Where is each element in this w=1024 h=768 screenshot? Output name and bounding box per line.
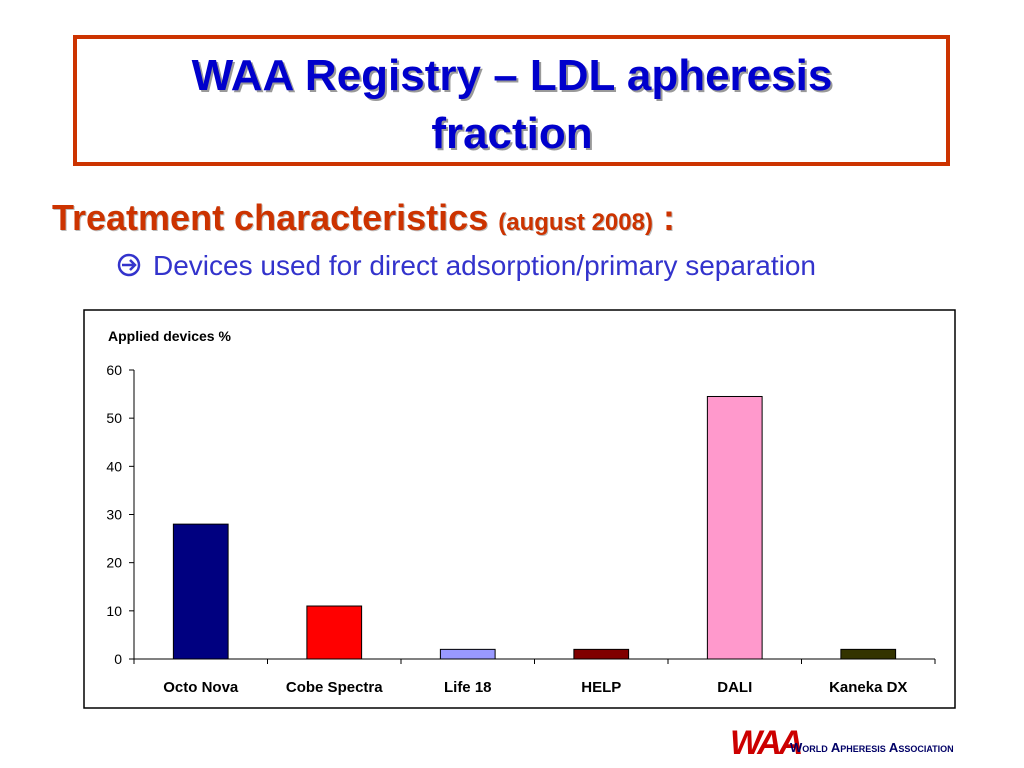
heading-note: (august 2008): [498, 209, 653, 236]
y-tick-label: 30: [106, 507, 122, 523]
x-tick-label: Kaneka DX: [829, 679, 907, 696]
x-tick-label: HELP: [581, 679, 621, 696]
y-tick-label: 20: [106, 555, 122, 571]
heading: Treatment characteristics (august 2008) …: [52, 197, 675, 238]
bar: [840, 648, 897, 660]
y-tick-label: 40: [106, 458, 122, 474]
bar: [706, 395, 763, 660]
heading-main: Treatment characteristics: [52, 197, 488, 238]
title-line: fraction: [431, 109, 592, 158]
chart-frame: [83, 309, 956, 709]
x-tick-label: Cobe Spectra: [286, 679, 383, 696]
bar: [439, 648, 496, 660]
title-box: [73, 35, 950, 166]
logo-mark: WAA: [730, 724, 802, 762]
bullet-text: Devices used for direct adsorption/prima…: [153, 250, 816, 281]
title: WAA Registry – LDL apheresis fraction: [192, 51, 833, 158]
title-line: WAA Registry – LDL apheresis: [192, 51, 833, 100]
bar: [172, 523, 229, 660]
y-tick-label: 60: [106, 362, 122, 378]
bar: [306, 605, 363, 660]
chart: Applied devices % 0 10 20 30 40 50 60 Octo Nova C…: [106, 328, 936, 696]
logo-text: World Apheresis Association: [790, 740, 954, 755]
y-tick-label: 10: [106, 603, 122, 619]
x-tick-label: DALI: [717, 679, 752, 696]
y-tick-label: 50: [106, 410, 122, 426]
y-tick-label: 0: [114, 651, 122, 667]
bullet-icon: [117, 253, 141, 277]
bar: [573, 648, 630, 660]
heading-colon: :: [663, 197, 675, 238]
y-axis-label: Applied devices %: [108, 328, 231, 344]
x-tick-label: Life 18: [444, 679, 492, 696]
x-tick-label: Octo Nova: [163, 679, 239, 696]
